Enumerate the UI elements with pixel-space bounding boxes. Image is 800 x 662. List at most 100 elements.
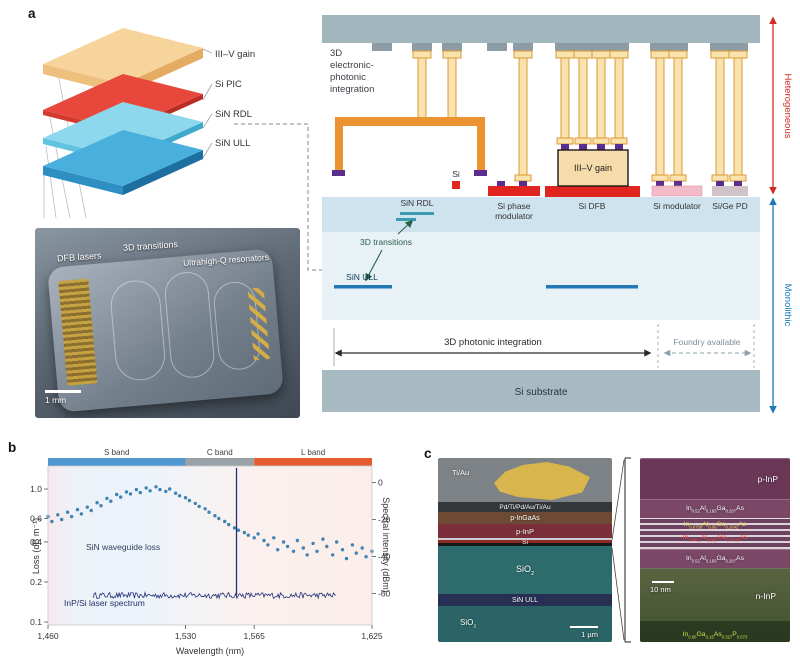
stack-label-sin-rdl: SiN RDL (215, 109, 252, 120)
loss-point (364, 555, 368, 559)
loss-point (105, 496, 109, 501)
loss-point (256, 532, 260, 536)
loss-point (301, 546, 305, 550)
resonator-ring (163, 270, 217, 380)
loss-point (272, 536, 276, 540)
loss-point (128, 492, 133, 496)
band-label: S band (104, 448, 129, 457)
loss-point (344, 556, 349, 561)
loss-point (252, 536, 256, 540)
epi-mqw-region: In0.6758Al0.06Ga0.2642As In0.4411Al0.085… (640, 518, 790, 549)
loss-point (246, 533, 250, 537)
sem-metal-stack: Pd/Ti/Pd/Au/Ti/Au (438, 502, 612, 512)
si-legend-label: Si (452, 169, 460, 179)
layer-sin-ull (43, 130, 203, 195)
loss-point (295, 538, 300, 543)
si-dfb-device (545, 186, 640, 197)
loss-point (291, 549, 296, 553)
loss-point (183, 496, 188, 500)
layer-stack-diagram: III–V gain Si PIC SiN RDL SiN ULL (43, 28, 255, 219)
loss-point (115, 492, 119, 497)
epi-contact-label: In0.85Ga0.15As0.327P0.673 (682, 630, 748, 639)
si-phase-modulator-device (488, 186, 540, 196)
loss-point (60, 517, 64, 522)
sin-rdl-waveguide (400, 212, 434, 215)
epi-p-inp-label: p-InP (757, 474, 778, 484)
resonator-ring (108, 278, 168, 383)
loss-point (89, 508, 93, 513)
y-right-axis-title: Spectral intensity (dBm) (381, 497, 390, 593)
laser-noise-floor (92, 590, 337, 600)
loss-point (168, 487, 172, 491)
loss-point (69, 514, 74, 519)
loss-point (173, 491, 178, 495)
band-label: C band (207, 448, 233, 457)
y-right-tick-label: -40 (378, 552, 390, 562)
photonic-layer-band (322, 232, 760, 320)
si-modulator-label: Si modulator (653, 201, 701, 211)
y-right-tick-label: -20 (378, 515, 390, 525)
epi-n-inp: 10 nm n-InP In0.85Ga0.15As0.327P0.673 (640, 568, 790, 642)
integration-caption-line4: integration (330, 84, 374, 95)
integration-schematic: 3D electronic- photonic integration Si I… (322, 15, 792, 414)
loss-series-label: SiN waveguide loss (86, 542, 160, 552)
y-left-tick-label: 0.6 (30, 514, 42, 524)
si-substrate-band (322, 370, 760, 412)
sem-epoxy-region: Ti/Au (438, 458, 612, 502)
loss-point (154, 485, 158, 489)
bond-pads (372, 43, 748, 51)
loss-point (360, 546, 364, 550)
sem-scale-label: 1 µm (581, 630, 598, 639)
loss-point (340, 548, 345, 552)
metal-stack-label: Pd/Ti/Pd/Au/Ti/Au (499, 503, 551, 511)
y-left-tick-label: 1.0 (30, 484, 42, 494)
si-legend-swatch (452, 181, 460, 189)
epi-contact-layer (640, 621, 790, 642)
foundry-arrow-label: Foundry available (673, 337, 740, 347)
y-right-tick-label: 0 (378, 478, 383, 488)
loss-point (144, 486, 148, 490)
sem-cross-section: Ti/Au Pd/Ti/Pd/Au/Ti/Au p-InGaAs p-InP S… (438, 458, 612, 642)
sio2-lower-label: SiO2 (460, 618, 477, 630)
integration-caption-line2: electronic- (330, 60, 374, 71)
si-modulator-device (651, 185, 703, 197)
si-dfb-label: Si DFB (579, 201, 606, 211)
loss-point (276, 548, 280, 552)
loss-point (164, 489, 168, 494)
chip-dfb-label: DFB lasers (56, 250, 102, 264)
integration-caption-line3: photonic (330, 72, 366, 83)
loss-point (305, 553, 309, 557)
loss-point (335, 540, 339, 544)
loss-point (242, 530, 247, 535)
loss-point (223, 519, 227, 524)
loss-point (148, 489, 152, 493)
si-ge-pd-device (712, 186, 748, 196)
si-phase-label-line2: modulator (495, 211, 533, 221)
sio2-upper-label: SiO2 (515, 563, 535, 577)
p-ingaas-label: p-InGaAs (510, 514, 540, 522)
sem-scalebar (570, 626, 598, 628)
sin-ull-waveguide (334, 285, 392, 289)
sin-rdl-label: SiN RDL (400, 198, 433, 208)
sem-sio2-lower: SiO2 1 µm (438, 606, 612, 642)
chip-die (47, 248, 284, 413)
sin-rdl-waveguide (396, 218, 416, 221)
loss-point (158, 487, 162, 492)
loss-point (50, 519, 54, 524)
epi-sch-lower: In0.52Al0.183Ga0.287As (640, 549, 790, 568)
sem-p-ingaas: p-InGaAs (438, 512, 612, 524)
band-bar (48, 458, 186, 466)
loss-point (99, 504, 103, 508)
loss-point (207, 510, 211, 514)
si-ge-pd-label: Si/Ge PD (712, 201, 747, 211)
x-tick-label: 1,625 (361, 631, 383, 641)
sem-p-inp: p-InP (438, 524, 612, 538)
loss-point (217, 516, 221, 521)
loss-point (311, 541, 315, 546)
chip-transitions-label: 3D transitions (122, 239, 179, 253)
loss-point (262, 538, 266, 543)
loss-point (213, 514, 217, 518)
spectrum-series-label: InP/Si laser spectrum (64, 598, 145, 608)
loss-point (281, 540, 286, 544)
